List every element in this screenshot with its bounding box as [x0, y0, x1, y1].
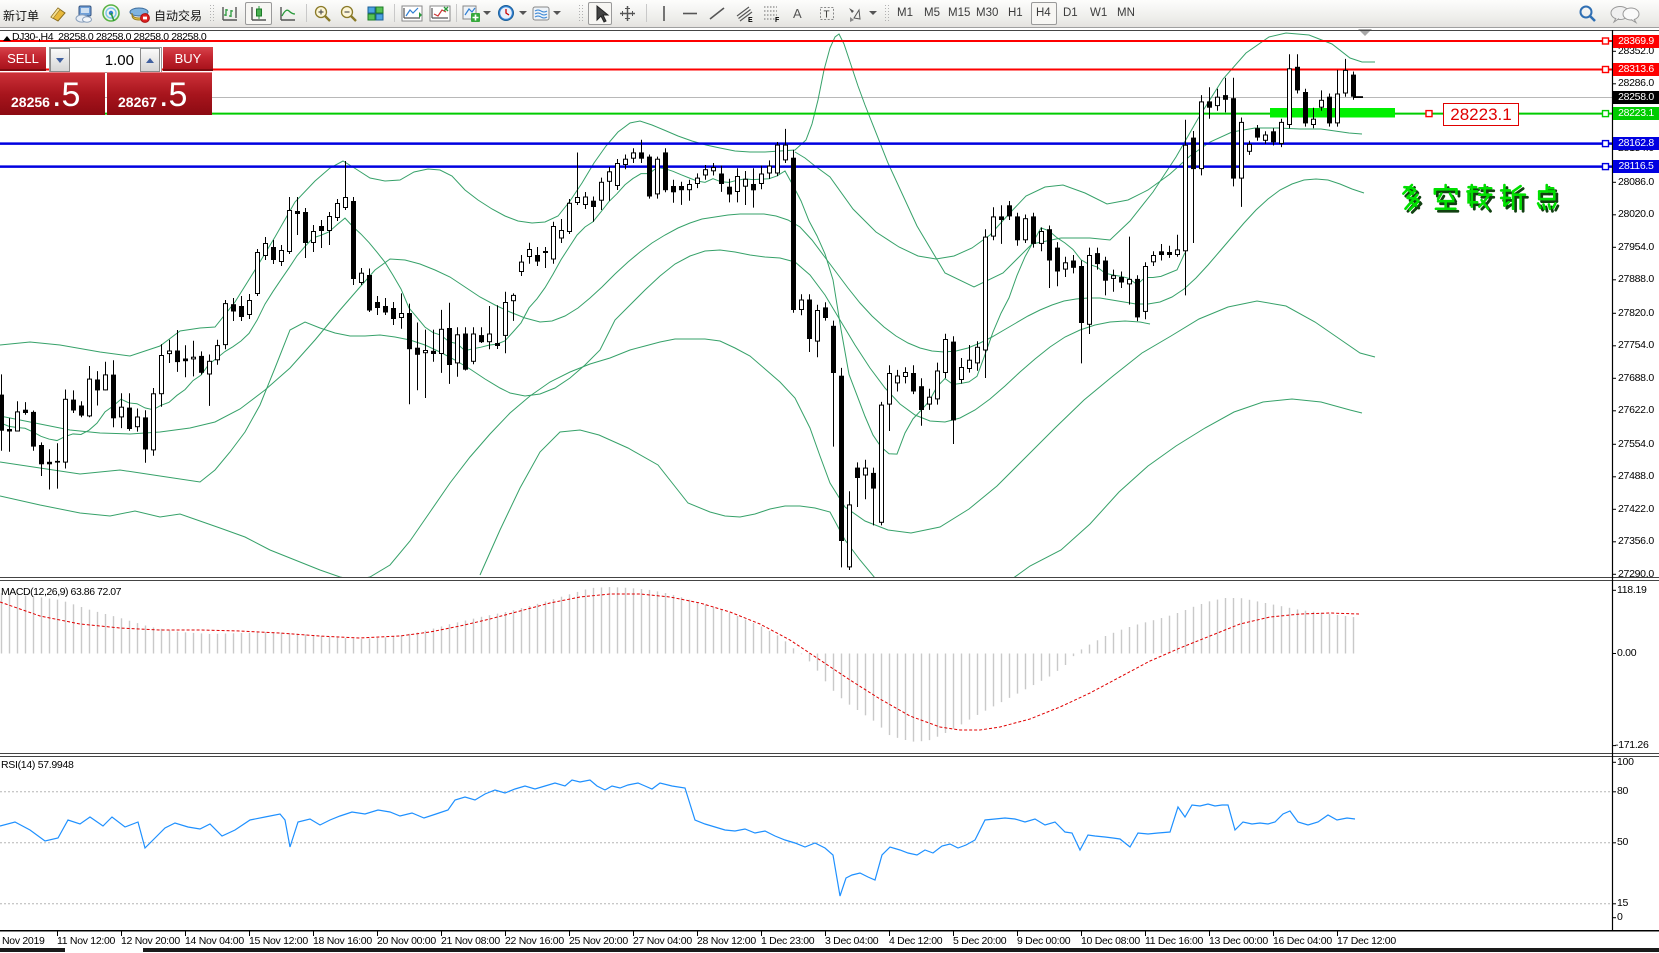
svg-text:F: F — [775, 17, 780, 24]
svg-text:T: T — [824, 10, 830, 21]
svg-text:E: E — [748, 17, 753, 24]
